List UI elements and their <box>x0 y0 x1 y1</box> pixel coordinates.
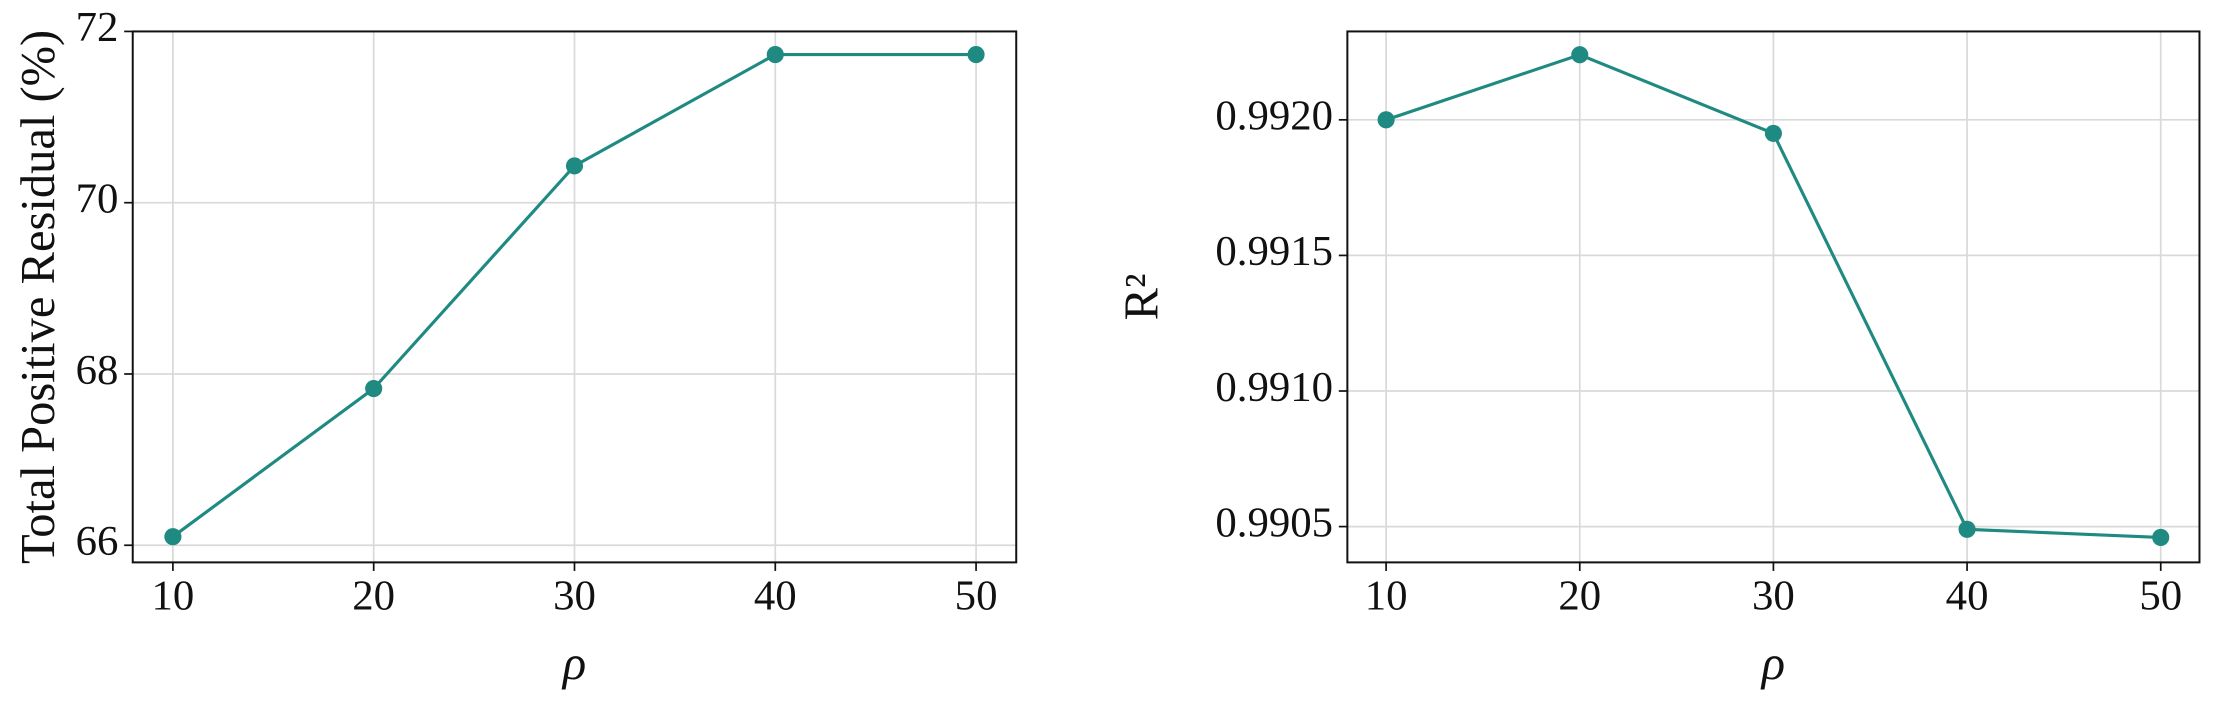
data-point <box>2152 528 2170 546</box>
data-point <box>766 45 784 64</box>
x-axis-label: ρ <box>561 637 586 690</box>
chart-panel: 10 20 30 40 50 66 68 70 72 ρ Total Positive Residu… <box>12 4 1018 690</box>
data-point <box>1764 124 1782 142</box>
y-axis-label: R² <box>1115 273 1168 320</box>
x-tick-label: 10 <box>151 572 194 619</box>
y-axis-label: Total Positive Residual (%) <box>12 30 65 564</box>
y-tick-label: 72 <box>76 4 119 51</box>
x-axis-label: ρ <box>1760 637 1785 690</box>
data-point <box>164 528 182 546</box>
data-point <box>967 45 985 64</box>
data-point <box>365 379 383 398</box>
y-tick-label: 0.9905 <box>1215 499 1333 546</box>
x-tick-label: 10 <box>1365 572 1408 619</box>
plot-frame <box>1346 30 2201 564</box>
y-tick-label: 70 <box>76 176 119 223</box>
x-tick-label: 20 <box>352 572 395 619</box>
data-point <box>565 157 584 175</box>
data-point <box>1377 111 1395 129</box>
y-tick-label: 0.9910 <box>1215 364 1333 411</box>
x-tick-label: 30 <box>1752 572 1795 619</box>
x-tick-label: 40 <box>754 572 797 619</box>
data-point <box>1571 46 1589 64</box>
data-point <box>1958 520 1976 538</box>
y-tick-label: 0.9915 <box>1215 228 1333 275</box>
y-tick-label: 68 <box>76 347 119 394</box>
x-tick-label: 30 <box>553 572 596 619</box>
plot-frame <box>131 30 1018 564</box>
x-tick-label: 40 <box>1946 572 1989 619</box>
y-tick-label: 66 <box>76 518 119 565</box>
x-tick-label: 50 <box>955 572 998 619</box>
x-tick-label: 50 <box>2139 572 2182 619</box>
chart-panel: 10 20 30 40 50 0.9905 0.9910 0.9915 0.9920 ρ R² <box>1115 30 2201 690</box>
x-tick-label: 20 <box>1558 572 1601 619</box>
y-tick-label: 0.9920 <box>1215 93 1333 140</box>
